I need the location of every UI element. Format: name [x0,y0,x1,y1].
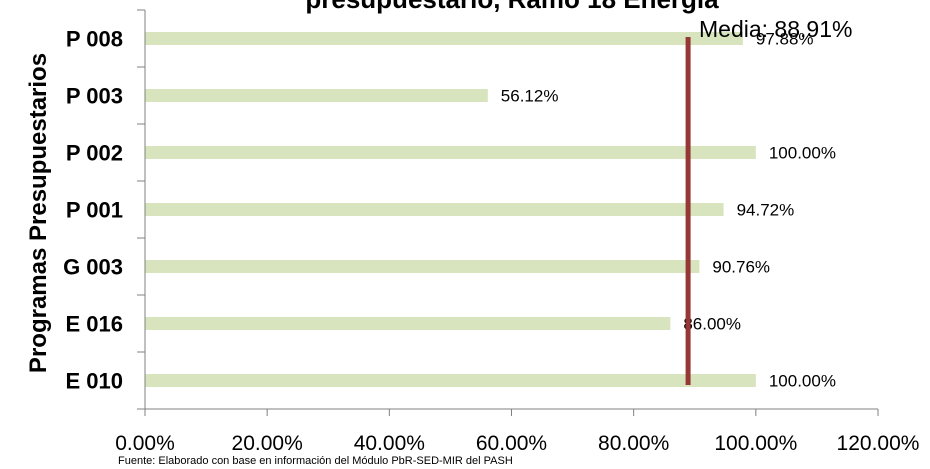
category-label: P 008 [66,27,123,52]
x-tick-label: 60.00% [476,432,547,455]
chart-title: presupuestario, Ramo 18 Energía [305,0,719,14]
bar-e-016 [145,317,671,330]
bar-e-010 [145,374,756,387]
bar-p-003 [145,89,488,102]
category-label: P 001 [66,198,123,223]
data-label: 97.88% [756,30,814,49]
x-tick-label: 80.00% [598,432,669,455]
data-label: 100.00% [769,144,836,163]
mean-group: Media: 88.91% [685,16,852,385]
x-tick-label: 40.00% [354,432,425,455]
category-label: E 010 [66,369,124,394]
bar-g-003 [145,260,700,273]
bar-p-008 [145,32,743,45]
x-tick-labels: 0.00% 20.00% 40.00% 60.00% 80.00% 100.00% 120.… [115,432,919,455]
data-label: 94.72% [737,201,795,220]
axes-group [137,9,879,416]
data-label: 86.00% [683,315,741,334]
y-axis-label: Programas Presupuestarios [25,53,52,373]
x-tick-label: 20.00% [232,432,303,455]
x-tick-label: 0.00% [115,432,175,455]
data-label: 100.00% [769,372,836,391]
source-note: Fuente: Elaborado con base en informació… [118,455,513,467]
mean-label: Media: 88.91% [699,16,852,42]
category-label: G 003 [63,255,123,280]
bars-group [145,32,756,387]
category-label: P 003 [66,84,123,109]
category-labels: E 010 E 016 G 003 P 001 P 002 P 003 P 008 [63,27,123,394]
data-label: 56.12% [501,87,559,106]
category-label: E 016 [66,312,124,337]
category-label: P 002 [66,141,123,166]
x-tick-label: 100.00% [714,432,797,455]
bar-p-001 [145,203,724,216]
data-labels: 100.00% 86.00% 90.76% 94.72% 100.00% 56.12% 97… [501,30,836,391]
x-tick-label: 120.00% [837,432,920,455]
bar-p-002 [145,146,756,159]
data-label: 90.76% [712,258,770,277]
